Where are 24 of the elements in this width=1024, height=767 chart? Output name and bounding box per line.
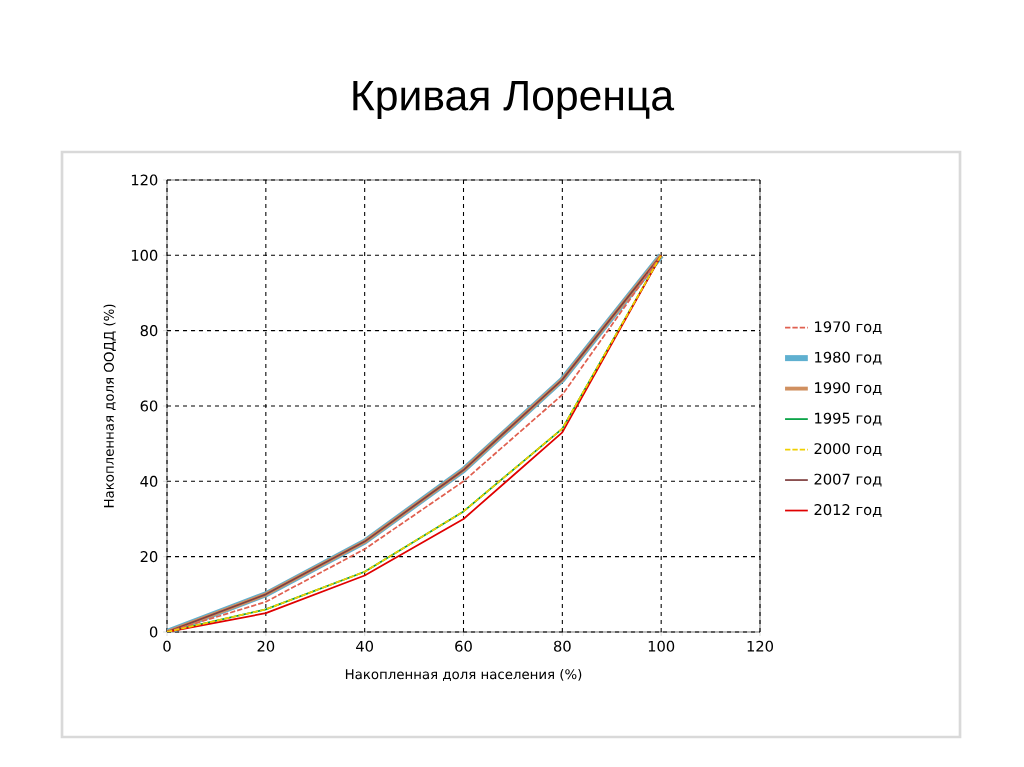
x-tick-label: 40 [356, 640, 374, 652]
legend-label: 2012 год [814, 504, 882, 518]
y-tick-label: 80 [140, 325, 158, 337]
y-tick-label: 100 [131, 249, 158, 261]
y-tick-label: 40 [140, 475, 158, 487]
y-tick-label: 60 [140, 400, 158, 412]
y-tick-label: 0 [149, 626, 158, 638]
legend-label: 1995 год [815, 412, 882, 426]
x-tick-label: 0 [163, 640, 171, 652]
x-tick-label: 60 [455, 640, 472, 652]
legend-label: 1990 год [815, 382, 882, 396]
legend-label: 2007 год [814, 473, 882, 487]
y-tick-label: 120 [131, 174, 158, 186]
x-tick-label: 80 [554, 640, 571, 652]
x-axis-title: Накопленная доля населения (%) [345, 668, 582, 681]
legend-label: 2000 год [814, 443, 882, 457]
legend-label: 1980 год [815, 351, 882, 365]
x-tick-label: 20 [257, 640, 275, 652]
x-tick-label: 120 [747, 640, 774, 652]
chart-title: Кривая Лоренца [353, 80, 675, 120]
y-axis-title: Накопленная доля ООДД (%) [103, 304, 116, 508]
y-tick-label: 20 [140, 551, 158, 563]
x-tick-label: 100 [648, 640, 675, 652]
legend-label: 1970 год [815, 321, 882, 335]
